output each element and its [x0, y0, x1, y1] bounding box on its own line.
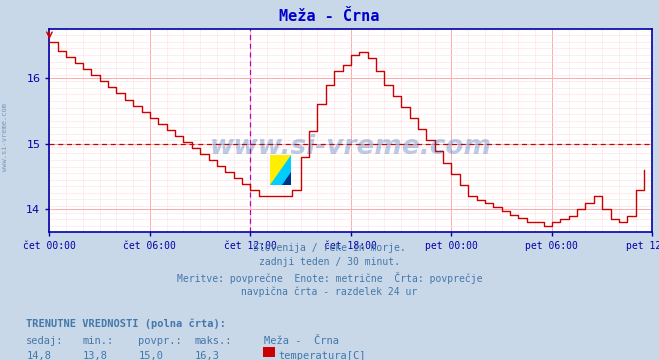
Text: povpr.:: povpr.:	[138, 336, 182, 346]
Text: Slovenija / reke in morje.: Slovenija / reke in morje.	[253, 243, 406, 253]
Text: temperatura[C]: temperatura[C]	[278, 351, 366, 360]
Text: min.:: min.:	[82, 336, 113, 346]
Text: 13,8: 13,8	[82, 351, 107, 360]
Polygon shape	[270, 155, 291, 185]
Text: Meža -  Črna: Meža - Črna	[264, 336, 339, 346]
Text: navpična črta - razdelek 24 ur: navpična črta - razdelek 24 ur	[241, 286, 418, 297]
Text: Meritve: povprečne  Enote: metrične  Črta: povprečje: Meritve: povprečne Enote: metrične Črta:…	[177, 272, 482, 284]
Text: maks.:: maks.:	[194, 336, 232, 346]
Polygon shape	[270, 155, 291, 185]
Text: sedaj:: sedaj:	[26, 336, 64, 346]
Polygon shape	[282, 172, 291, 185]
Text: 14,8: 14,8	[26, 351, 51, 360]
Text: 16,3: 16,3	[194, 351, 219, 360]
Text: zadnji teden / 30 minut.: zadnji teden / 30 minut.	[259, 257, 400, 267]
Text: www.si-vreme.com: www.si-vreme.com	[2, 103, 9, 171]
Text: www.si-vreme.com: www.si-vreme.com	[210, 134, 492, 160]
Text: 15,0: 15,0	[138, 351, 163, 360]
Text: TRENUTNE VREDNOSTI (polna črta):: TRENUTNE VREDNOSTI (polna črta):	[26, 319, 226, 329]
Text: Meža - Črna: Meža - Črna	[279, 9, 380, 24]
